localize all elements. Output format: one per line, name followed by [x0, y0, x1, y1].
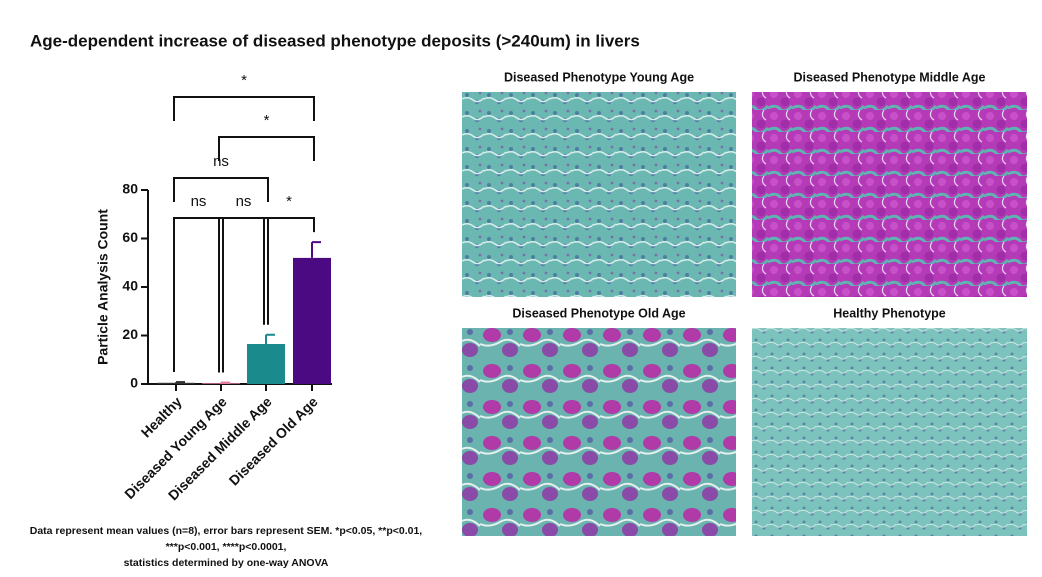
chart-title: Age-dependent increase of diseased pheno…: [30, 31, 640, 50]
significance-label: ns: [236, 193, 252, 210]
x-tick-label: Diseased Old Age: [226, 393, 321, 488]
micrograph-image: [462, 328, 736, 536]
significance-label: ns: [213, 153, 229, 170]
significance-bracket: [218, 136, 315, 161]
micrograph-image: [752, 92, 1027, 297]
significance-bracket: [218, 217, 269, 373]
significance-bracket: [173, 96, 315, 121]
panel-title: Diseased Phenotype Old Age: [512, 306, 685, 320]
y-tick-label: 40: [122, 278, 138, 294]
y-tick-label: 60: [122, 229, 138, 245]
significance-bracket: [173, 217, 224, 373]
significance-bracket: [173, 177, 269, 202]
significance-label: *: [286, 193, 292, 210]
significance-label: *: [241, 72, 247, 89]
y-tick-label: 0: [130, 375, 138, 391]
y-axis-label: Particle Analysis Count: [95, 209, 111, 365]
y-tick-label: 20: [122, 326, 138, 342]
micrograph-image: [752, 328, 1027, 536]
panel-title: Healthy Phenotype: [833, 306, 946, 320]
y-tick-label: 80: [122, 181, 138, 197]
footnote: ***p<0.001, ****p<0.0001,: [166, 541, 287, 553]
bar: [202, 383, 240, 384]
significance-label: *: [264, 112, 270, 129]
footnote: Data represent mean values (n=8), error …: [30, 525, 423, 537]
bar: [247, 343, 285, 384]
panel-title: Diseased Phenotype Young Age: [504, 70, 694, 84]
footnote: statistics determined by one-way ANOVA: [124, 557, 329, 569]
significance-label: ns: [191, 193, 207, 210]
micrograph-image: [462, 92, 736, 297]
bar: [157, 382, 195, 384]
bar: [293, 257, 331, 384]
panel-title: Diseased Phenotype Middle Age: [794, 70, 986, 84]
significance-bracket: [263, 217, 315, 325]
